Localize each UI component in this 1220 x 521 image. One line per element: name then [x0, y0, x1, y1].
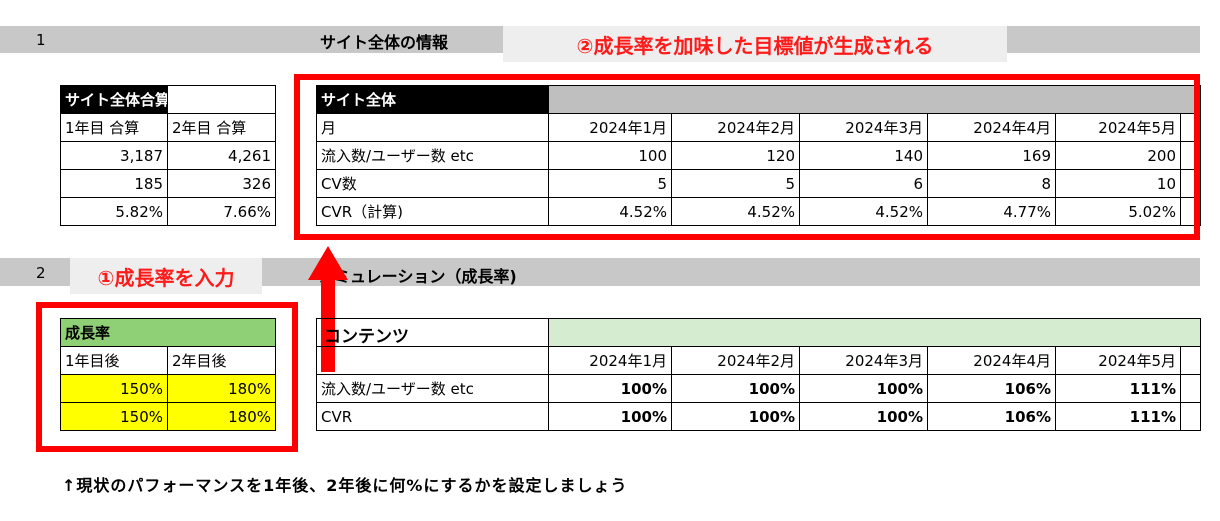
data-cell[interactable]: 8 — [927, 169, 1056, 198]
month-header[interactable]: 2024年3月 — [799, 346, 928, 375]
summary-cell[interactable]: 3,187 — [60, 141, 168, 170]
data-cell[interactable]: 4.77% — [927, 197, 1056, 226]
summary-cell[interactable]: 326 — [167, 169, 276, 198]
data-cell[interactable]: 100% — [799, 402, 928, 431]
data-cell[interactable]: 100% — [548, 402, 672, 431]
growth-input-cell[interactable]: 150% — [60, 374, 168, 403]
site-table-header-fill — [548, 85, 1201, 114]
row-label[interactable]: 流入数/ユーザー数 etc — [316, 141, 549, 170]
growth-input-cell[interactable]: 180% — [166, 374, 277, 403]
summary-header-year1[interactable]: 1年目 合算 — [60, 113, 168, 142]
summary-table: サイト全体合算 1年目 合算 2年目 合算 3,187 4,261 185 326 5… — [60, 85, 276, 226]
row-number-2: 2 — [36, 264, 46, 282]
table-row: CVR（計算) 4.52% 4.52% 4.52% 4.77% 5.02% — [316, 197, 1201, 226]
data-cell[interactable]: 4.52% — [548, 197, 672, 226]
data-cell[interactable]: 111% — [1055, 374, 1181, 403]
section-1-title: サイト全体の情報 — [320, 33, 449, 52]
summary-title: サイト全体合算 — [60, 85, 168, 114]
growth-input-cell[interactable]: 150% — [60, 402, 168, 431]
row-label[interactable]: CVR — [316, 402, 549, 431]
data-cell[interactable]: 106% — [927, 402, 1056, 431]
footer-note: ↑現状のパフォーマンスを1年後、2年後に何%にするかを設定しましょう — [62, 476, 628, 495]
site-table: サイト全体 月 2024年1月 2024年2月 2024年3月 2024年4月 … — [316, 85, 1201, 226]
table-row: CVR 100% 100% 100% 106% 111% — [316, 402, 1201, 431]
summary-cell[interactable]: 4,261 — [167, 141, 276, 170]
month-header[interactable]: 2024年5月 — [1055, 346, 1181, 375]
month-header[interactable]: 2024年2月 — [671, 346, 800, 375]
data-cell[interactable]: 100% — [799, 374, 928, 403]
table-row: 流入数/ユーザー数 etc 100 120 140 169 200 — [316, 141, 1201, 170]
summary-cell[interactable]: 5.82% — [60, 197, 168, 226]
red-highlight-frame-site — [294, 74, 1200, 240]
month-header[interactable]: 2024年5月 — [1055, 113, 1181, 142]
data-cell[interactable]: 106% — [927, 374, 1056, 403]
growth-input-cell[interactable]: 180% — [166, 402, 277, 431]
red-highlight-frame-growth — [36, 302, 298, 452]
data-cell[interactable]: 111% — [1055, 402, 1181, 431]
data-cell[interactable]: 4.52% — [799, 197, 928, 226]
data-cell[interactable]: 100 — [548, 141, 672, 170]
row-label[interactable]: 流入数/ユーザー数 etc — [316, 374, 549, 403]
month-header[interactable]: 2024年4月 — [927, 346, 1056, 375]
data-cell[interactable]: 100% — [671, 374, 800, 403]
month-header[interactable]: 2024年2月 — [671, 113, 800, 142]
data-cell[interactable]: 100% — [548, 374, 672, 403]
red-arrow-up-icon — [308, 246, 348, 372]
table-row: CV数 5 5 6 8 10 — [316, 169, 1201, 198]
growth-table: 成長率 1年目後 2年目後 150% 180% 150% 180% — [59, 318, 277, 431]
data-cell[interactable]: 100% — [671, 402, 800, 431]
site-table-title: サイト全体 — [316, 85, 549, 114]
section-2-title: シミュレーション（成長率) — [318, 267, 517, 286]
data-cell[interactable]: 200 — [1055, 141, 1181, 170]
growth-title: 成長率 — [59, 318, 277, 347]
month-header[interactable]: 2024年4月 — [927, 113, 1056, 142]
month-header[interactable]: 2024年1月 — [548, 346, 672, 375]
summary-cell[interactable]: 7.66% — [167, 197, 276, 226]
summary-header-year2[interactable]: 2年目 合算 — [167, 113, 276, 142]
summary-cell[interactable]: 185 — [60, 169, 168, 198]
table-row: 流入数/ユーザー数 etc 100% 100% 100% 106% 111% — [316, 374, 1201, 403]
content-table: 2024年1月 2024年2月 2024年3月 2024年4月 2024年5月 … — [316, 318, 1201, 431]
callout-target-generated: ②成長率を加味した目標値が生成される — [503, 26, 1007, 62]
content-table-header-fill — [548, 318, 1201, 347]
callout-input-growth: ①成長率を入力 — [70, 258, 262, 294]
data-cell[interactable]: 10 — [1055, 169, 1181, 198]
row-number-1: 1 — [36, 31, 46, 49]
